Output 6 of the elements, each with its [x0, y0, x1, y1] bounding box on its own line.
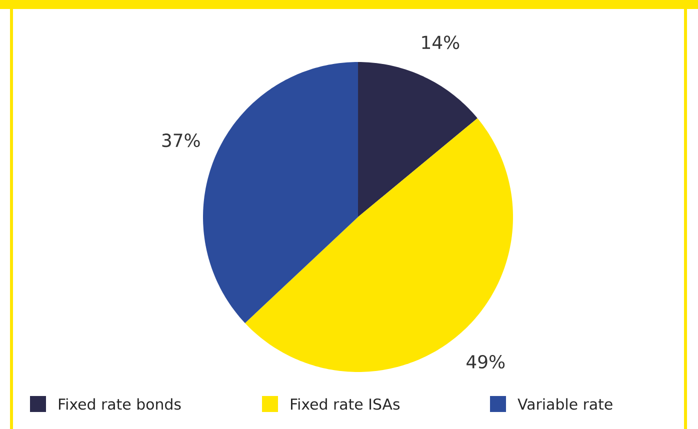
data-label: 37%: [162, 134, 200, 148]
data-label: 49%: [466, 354, 505, 369]
legend-label: Fixed rate ISAs: [290, 398, 400, 410]
legend-label: Variable rate: [518, 398, 612, 410]
data-label: 14%: [422, 36, 460, 50]
legend-label: Fixed rate bonds: [58, 398, 181, 410]
